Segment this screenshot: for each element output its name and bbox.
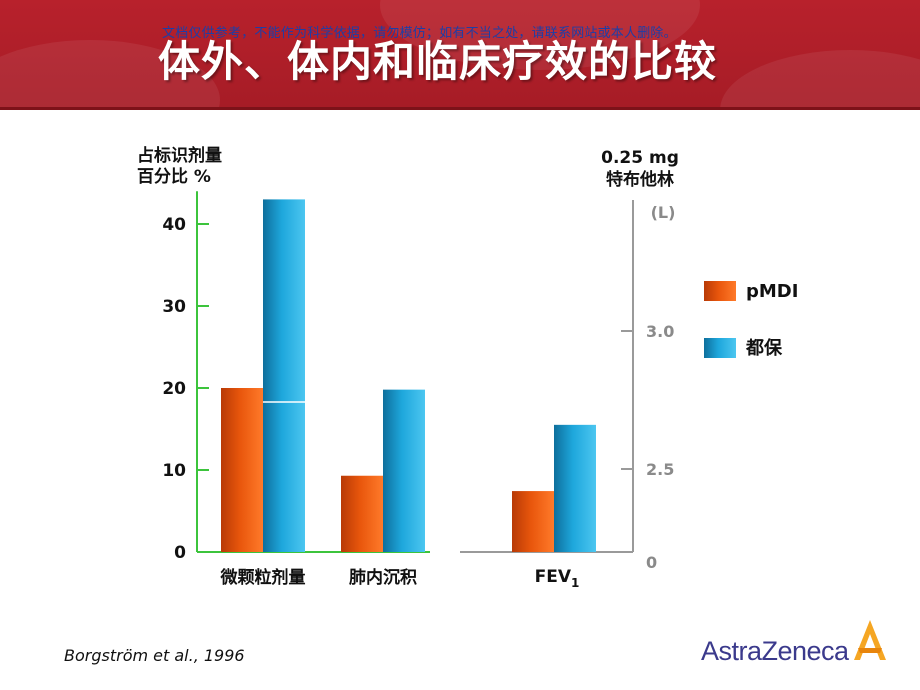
bar-pmdi-1 bbox=[341, 475, 383, 552]
category-label: 微颗粒剂量 bbox=[220, 567, 306, 588]
bar-fev1-turbuhaler bbox=[554, 424, 596, 552]
right-tick-label: 0 bbox=[646, 553, 657, 572]
bar-turbuhaler-1 bbox=[383, 389, 425, 552]
astrazeneca-logo-text: AstraZeneca bbox=[701, 636, 849, 666]
left-tick-label: 30 bbox=[162, 297, 186, 317]
right-axis-label: 0.25 mg bbox=[601, 148, 679, 168]
right-tick-label: 2.5 bbox=[646, 460, 674, 479]
slide-title: 体外、体内和临床疗效的比较 bbox=[158, 37, 718, 86]
left-axis-label: 百分比 % bbox=[137, 166, 211, 187]
legend-swatch-1 bbox=[704, 338, 736, 358]
bar-pmdi-0 bbox=[221, 388, 263, 552]
header-banner bbox=[0, 0, 920, 108]
bar-turbuhaler-0 bbox=[263, 199, 305, 552]
bar-fev1-pmdi bbox=[512, 491, 554, 552]
right-axis-label: 特布他林 bbox=[606, 169, 674, 190]
left-tick-label: 40 bbox=[162, 215, 186, 235]
left-tick-label: 0 bbox=[174, 543, 186, 563]
legend-label: pMDI bbox=[746, 281, 798, 302]
left-axis-label: 占标识剂量 bbox=[137, 145, 222, 166]
left-tick-label: 20 bbox=[162, 379, 186, 399]
header-divider bbox=[0, 107, 920, 110]
fev1-label: FEV1 bbox=[535, 567, 580, 590]
legend-swatch-0 bbox=[704, 281, 736, 301]
citation: Borgström et al., 1996 bbox=[64, 646, 245, 665]
right-tick-label: 3.0 bbox=[646, 322, 674, 341]
category-label: 肺内沉积 bbox=[349, 567, 417, 588]
legend-label: 都保 bbox=[745, 337, 783, 359]
watermark-text: 文档仅供参考，不能作为科学依据，请勿模仿；如有不当之处，请联系网站或本人删除。 bbox=[162, 26, 677, 41]
astrazeneca-logo-icon bbox=[854, 620, 886, 660]
left-tick-label: 10 bbox=[162, 461, 186, 481]
right-axis-unit: (L) bbox=[651, 203, 676, 222]
